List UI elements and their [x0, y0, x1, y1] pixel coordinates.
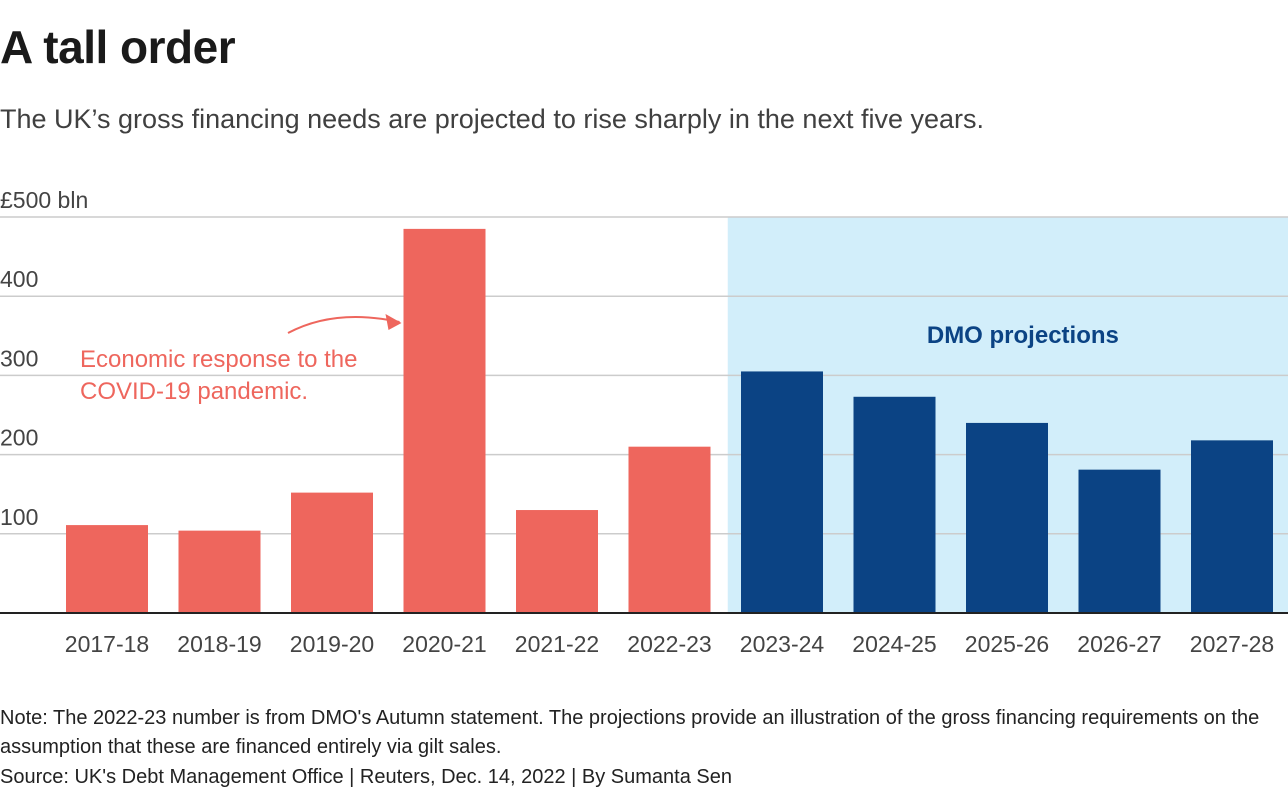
- x-tick-label: 2023-24: [740, 631, 825, 657]
- bar-2020-21: [403, 228, 486, 613]
- chart-subtitle: The UK’s gross financing needs are proje…: [0, 104, 985, 134]
- x-tick-label: 2025-26: [965, 631, 1049, 657]
- gridlines: [0, 216, 1288, 535]
- x-tick-label: 2024-25: [852, 631, 936, 657]
- x-tick-label: 2020-21: [402, 631, 486, 657]
- bar-2022-23: [628, 446, 711, 613]
- chart-note: Note: The 2022-23 number is from DMO's A…: [0, 707, 1260, 758]
- y-tick-label: 300: [0, 345, 38, 371]
- annotation-arrowhead: [385, 314, 402, 330]
- x-tick-label: 2019-20: [290, 631, 374, 657]
- projection-band-label: DMO projections: [927, 322, 1119, 349]
- x-tick-label: 2026-27: [1077, 631, 1161, 657]
- bar-2021-22: [516, 510, 598, 613]
- x-tick-label: 2027-28: [1190, 631, 1274, 657]
- bar-2026-27: [1078, 469, 1161, 613]
- bar-2019-20: [291, 492, 373, 613]
- bar-2025-26: [966, 422, 1048, 613]
- chart-source: Source: UK's Debt Management Office | Re…: [0, 766, 732, 788]
- chart-title: A tall order: [0, 21, 236, 73]
- bar-2024-25: [853, 396, 936, 613]
- x-tick-label: 2017-18: [65, 631, 149, 657]
- x-tick-label: 2022-23: [627, 631, 711, 657]
- annotation-text: Economic response to the: [80, 346, 358, 373]
- x-tick-label: 2018-19: [177, 631, 261, 657]
- bar-2017-18: [66, 525, 148, 613]
- y-tick-label: 400: [0, 266, 38, 292]
- covid-annotation: Economic response to the COVID-19 pandemi…: [80, 314, 402, 405]
- y-axis-labels: 100 200 300 400 £500 bln: [0, 187, 88, 530]
- x-tick-label: 2021-22: [515, 631, 599, 657]
- bar-chart: 100 200 300 400 £500 bln 2017-18 2018-19 2019-…: [0, 187, 1288, 657]
- bar-2018-19: [178, 530, 261, 613]
- y-tick-label: £500 bln: [0, 187, 88, 213]
- bar-2023-24: [741, 371, 823, 613]
- x-axis-labels: 2017-18 2018-19 2019-20 2020-21 2021-22 2022-…: [65, 631, 1274, 657]
- annotation-arrow: [287, 315, 400, 334]
- y-tick-label: 200: [0, 425, 38, 451]
- bars: [66, 228, 1273, 613]
- annotation-text: COVID-19 pandemic.: [80, 378, 308, 405]
- bar-2027-28: [1191, 440, 1273, 613]
- y-tick-label: 100: [0, 504, 38, 530]
